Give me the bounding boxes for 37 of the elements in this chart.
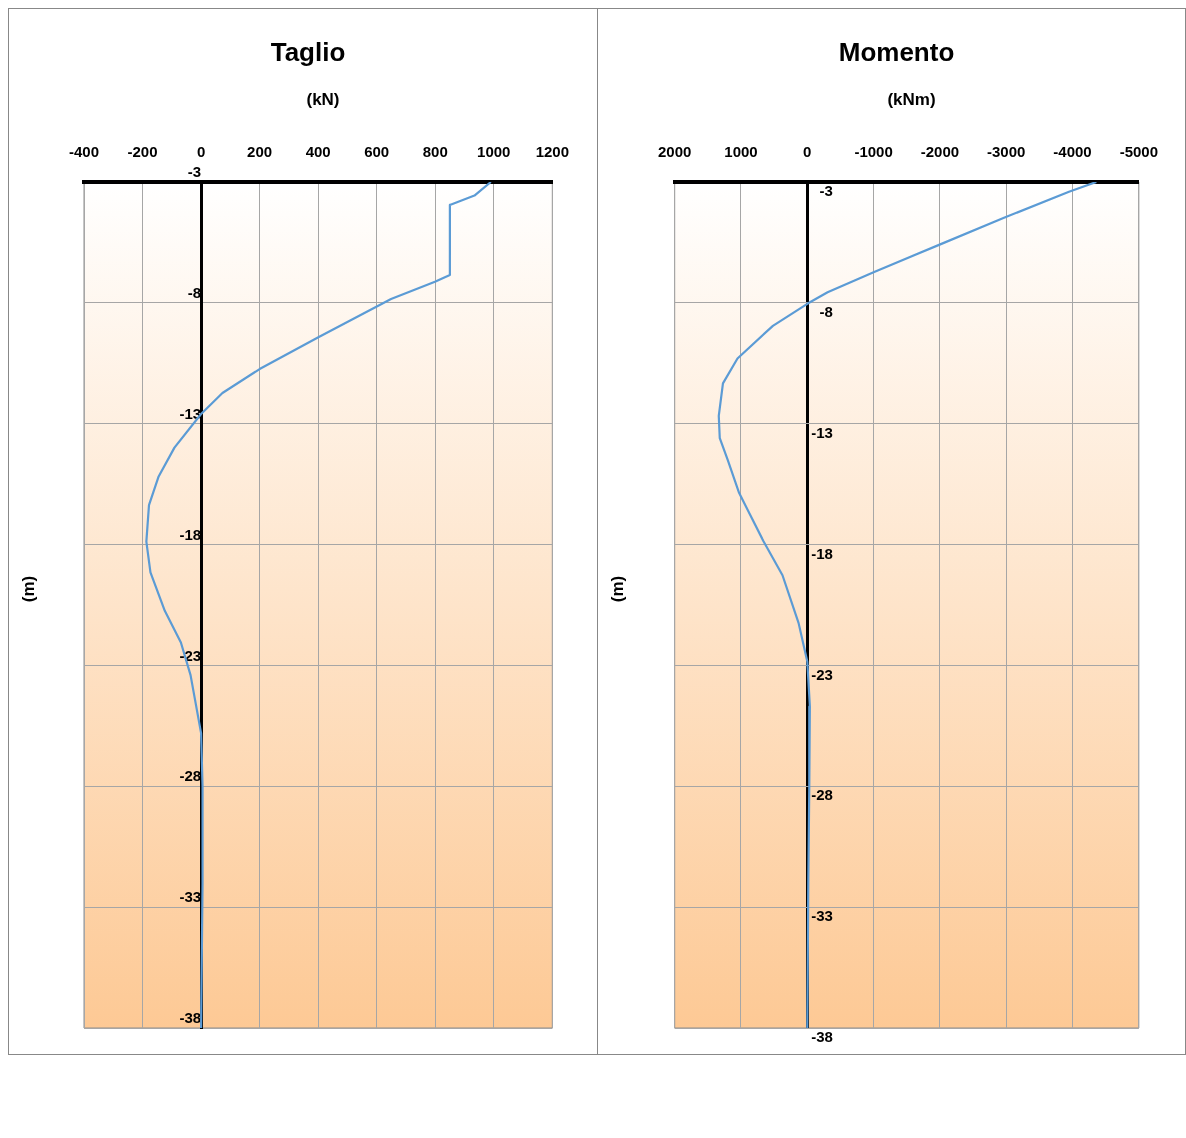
x-axis-title: (kNm) [886, 90, 937, 110]
y-tick-label: -3 [187, 163, 202, 181]
x-tick-label: 800 [422, 143, 448, 161]
x-tick-label: -2000 [920, 143, 960, 161]
y-tick-label: -18 [811, 544, 833, 562]
x-tick-label: -200 [127, 143, 158, 161]
y-tick-label: -8 [187, 284, 202, 301]
x-tick-label: 1000 [477, 143, 511, 161]
x-tick-label: -3000 [987, 143, 1026, 161]
y-tick-label: -3 [819, 182, 833, 200]
x-tick-label: -1000 [854, 143, 893, 161]
y-tick-label: -13 [811, 423, 833, 441]
x-tick-label: 400 [305, 143, 331, 161]
y-axis-title: (m) [607, 575, 628, 603]
y-tick-label: -18 [179, 525, 202, 543]
chart-title: Taglio [269, 37, 347, 68]
y-axis-title: (m) [18, 575, 39, 603]
x-tick-label: 1000 [724, 143, 758, 161]
x-tick-label: 600 [364, 143, 390, 161]
x-tick-label: 2000 [658, 143, 692, 161]
y-tick-label: -38 [811, 1028, 833, 1046]
y-tick-label: -33 [179, 888, 202, 906]
y-tick-label: -38 [179, 1009, 202, 1027]
y-tick-label: -8 [819, 303, 833, 320]
x-tick-label: 200 [247, 143, 273, 161]
y-tick-label: -28 [179, 767, 202, 785]
chart-title: Momento [837, 37, 956, 68]
x-tick-label: -4000 [1053, 143, 1092, 161]
y-tick-label: -23 [811, 665, 833, 683]
x-tick-label: 0 [803, 143, 812, 161]
y-tick-label: -28 [811, 786, 833, 804]
y-tick-label: -33 [811, 907, 833, 925]
x-tick-label: -5000 [1119, 143, 1159, 161]
x-axis-title: (kN) [305, 90, 341, 110]
x-tick-label: -400 [69, 143, 100, 161]
x-tick-label: 0 [196, 143, 206, 161]
x-tick-label: 1200 [535, 143, 569, 161]
